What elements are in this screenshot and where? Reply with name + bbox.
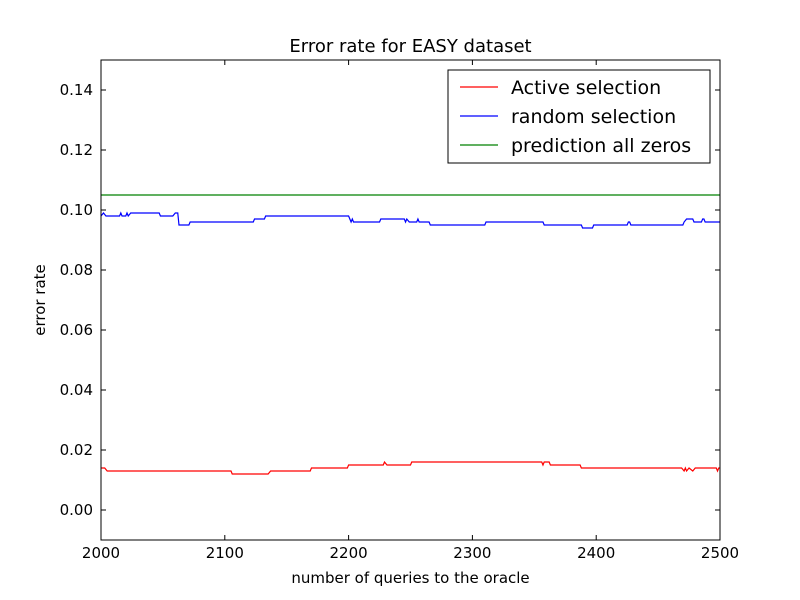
y-tick-label: 0.04 [60,381,93,399]
x-tick-label: 2200 [330,544,368,562]
series-layer [100,194,720,475]
tick-layer: 2000 2100 2200 2300 2400 2500 0.00 0.02 0.04 0.06… [60,60,739,562]
plot-area-frame [100,59,721,541]
y-axis-label: error rate [31,264,49,336]
x-tick-label: 2000 [82,544,120,562]
series-line-0 [101,460,720,475]
y-tick-label: 0.14 [60,81,93,99]
y-tick-label: 0.12 [60,141,93,159]
x-tick-label: 2500 [701,544,739,562]
legend-label-2: prediction all zeros [511,135,691,157]
y-tick-label: 0.06 [60,321,93,339]
y-tick-label: 0.02 [60,441,93,459]
y-tick-label: 0.10 [60,201,93,219]
series-line-1 [100,211,720,229]
y-tick-label: 0.08 [60,261,93,279]
y-tick-label: 0.00 [60,501,93,519]
x-axis-label: number of queries to the oracle [291,569,529,587]
x-tick-label: 2100 [206,544,244,562]
legend-label-1: random selection [511,106,676,128]
legend-label-0: Active selection [511,77,661,99]
legend: Active selection random selection predicti… [447,69,711,164]
x-tick-label: 2400 [577,544,615,562]
x-tick-label: 2300 [453,544,491,562]
chart-title: Error rate for EASY dataset [289,36,531,57]
